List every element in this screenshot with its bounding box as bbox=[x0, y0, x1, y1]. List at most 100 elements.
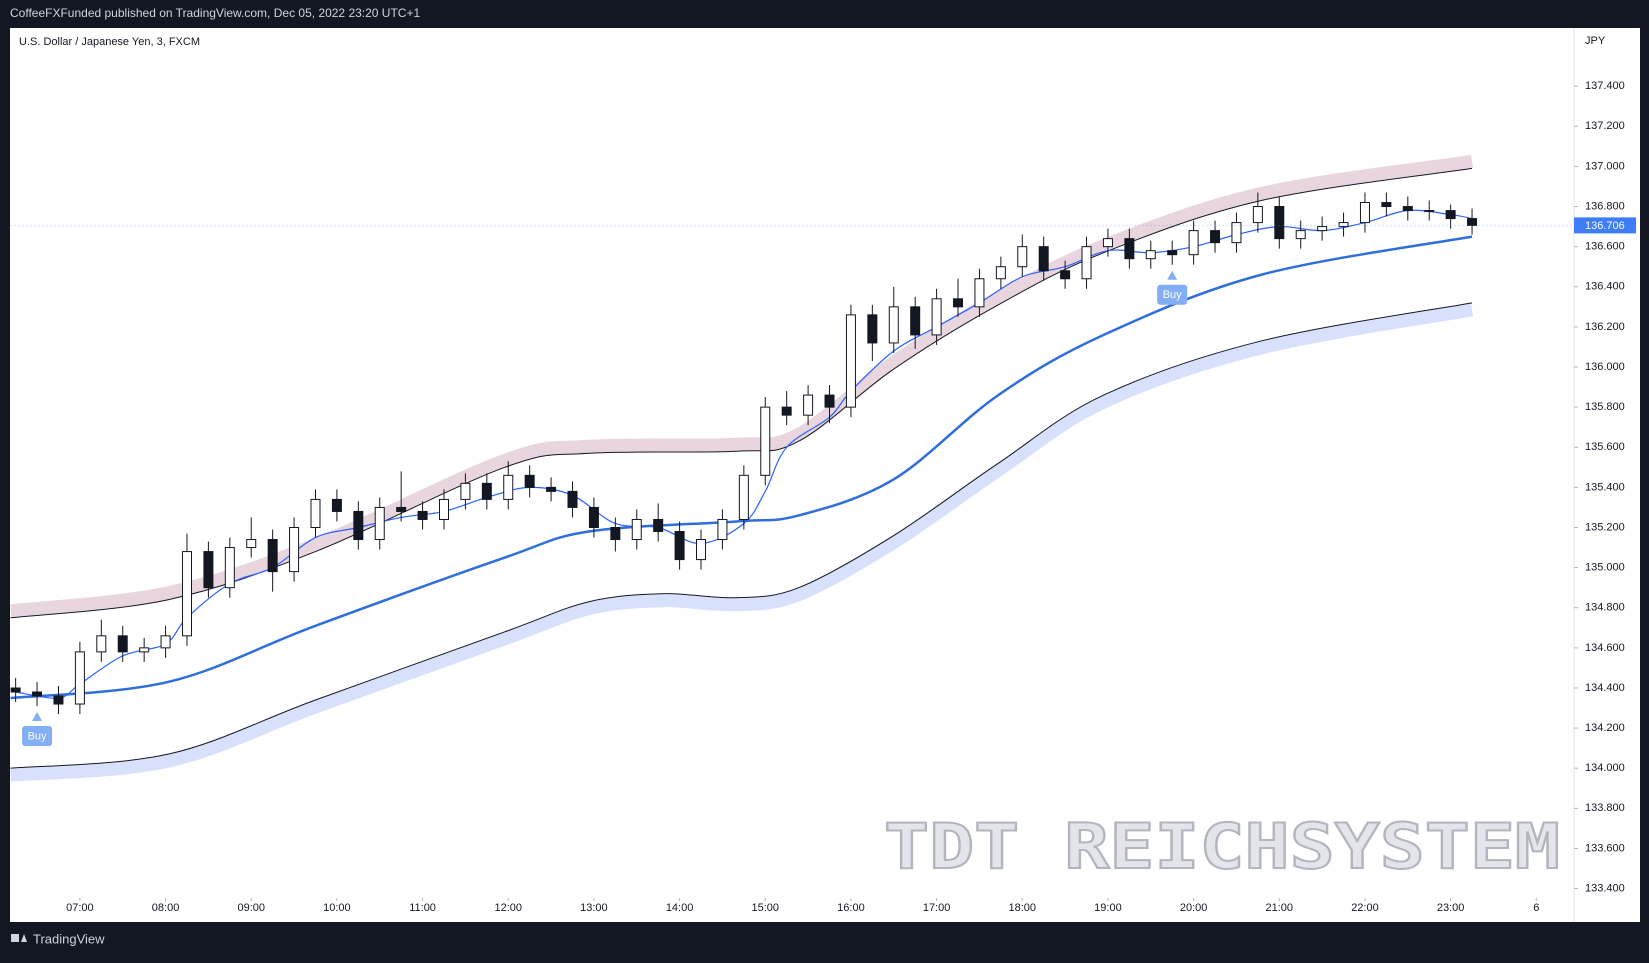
candle-body bbox=[1060, 270, 1071, 280]
candle-body bbox=[396, 506, 407, 512]
x-tick-label: 09:00 bbox=[237, 902, 265, 914]
x-tick-label: 14:00 bbox=[666, 902, 694, 914]
candle-body bbox=[1231, 222, 1242, 244]
last-price-label: 136.706 bbox=[1585, 220, 1625, 232]
indicator-line bbox=[10, 302, 1473, 769]
y-tick-label: 137.000 bbox=[1585, 160, 1625, 172]
y-tick-label: 136.600 bbox=[1585, 241, 1625, 253]
candle-body bbox=[53, 695, 64, 705]
y-tick-label: 133.400 bbox=[1585, 882, 1625, 894]
tradingview-logo bbox=[11, 934, 27, 942]
candle-body bbox=[1102, 238, 1113, 248]
candle-body bbox=[503, 474, 514, 500]
candle-body bbox=[653, 518, 664, 533]
candle-body bbox=[310, 498, 321, 528]
y-tick-label: 134.800 bbox=[1585, 602, 1625, 614]
buy-arrow bbox=[1167, 270, 1178, 280]
y-axis-label: JPY bbox=[1585, 35, 1606, 47]
candle-body bbox=[546, 486, 557, 492]
candle-body bbox=[374, 506, 385, 541]
x-tick-label: 13:00 bbox=[580, 902, 608, 914]
x-tick-label: 08:00 bbox=[152, 902, 180, 914]
candle-body bbox=[1424, 210, 1435, 213]
candle-body bbox=[246, 539, 257, 549]
candle-body bbox=[953, 298, 964, 308]
buy-label-box bbox=[1157, 284, 1188, 305]
candle-body bbox=[181, 551, 192, 637]
candle-body bbox=[995, 266, 1006, 280]
y-tick-label: 134.600 bbox=[1585, 642, 1625, 654]
buy-label-box bbox=[22, 726, 53, 747]
candle-body bbox=[1445, 210, 1456, 220]
y-tick-label: 135.600 bbox=[1585, 441, 1625, 453]
y-tick-label: 134.200 bbox=[1585, 722, 1625, 734]
x-tick-label: 17:00 bbox=[923, 902, 951, 914]
x-tick-label: 22:00 bbox=[1351, 902, 1379, 914]
x-tick-label: 20:00 bbox=[1180, 902, 1208, 914]
candle-body bbox=[910, 306, 921, 336]
candle-body bbox=[32, 691, 43, 697]
candle-body bbox=[139, 647, 150, 653]
candle-body bbox=[460, 482, 471, 500]
candle-body bbox=[1295, 230, 1306, 240]
indicator-line bbox=[10, 235, 1473, 700]
x-tick-label: 23:00 bbox=[1437, 902, 1465, 914]
candle-body bbox=[117, 635, 128, 653]
chart-pane bbox=[10, 28, 1640, 922]
candle-body bbox=[1167, 250, 1178, 256]
x-tick-label: 6 bbox=[1533, 902, 1539, 914]
candle-body bbox=[1359, 202, 1370, 224]
candle-body bbox=[10, 687, 21, 693]
footer: TradingView bbox=[33, 931, 105, 946]
candle-body bbox=[1188, 230, 1199, 256]
candle-body bbox=[845, 314, 856, 408]
candle-body bbox=[331, 498, 342, 512]
x-tick-label: 19:00 bbox=[1094, 902, 1122, 914]
chart-title: U.S. Dollar / Japanese Yen, 3, FXCM bbox=[19, 36, 200, 48]
candle-body bbox=[931, 298, 942, 336]
candle-body bbox=[1124, 238, 1135, 260]
candle-body bbox=[1402, 206, 1413, 212]
candle-body bbox=[1274, 206, 1285, 240]
y-tick-label: 135.800 bbox=[1585, 401, 1625, 413]
x-tick-label: 18:00 bbox=[1009, 902, 1037, 914]
candle-body bbox=[1252, 206, 1263, 224]
candle-body bbox=[738, 474, 749, 520]
y-tick-label: 137.200 bbox=[1585, 120, 1625, 132]
candle-body bbox=[417, 510, 428, 520]
y-tick-label: 137.400 bbox=[1585, 80, 1625, 92]
x-tick-label: 10:00 bbox=[323, 902, 351, 914]
x-tick-label: 21:00 bbox=[1266, 902, 1294, 914]
buy-arrow bbox=[32, 712, 43, 722]
candle-body bbox=[803, 394, 814, 416]
candle-body bbox=[867, 314, 878, 344]
candle-body bbox=[438, 498, 449, 520]
x-tick-label: 15:00 bbox=[751, 902, 779, 914]
candle-body bbox=[160, 635, 171, 649]
x-tick-label: 11:00 bbox=[409, 902, 436, 914]
candle-body bbox=[224, 547, 235, 589]
candle-body bbox=[96, 635, 107, 653]
candle-body bbox=[567, 490, 578, 508]
candle-body bbox=[353, 510, 364, 541]
candle-body bbox=[888, 306, 899, 344]
y-tick-label: 134.000 bbox=[1585, 762, 1625, 774]
y-tick-label: 135.200 bbox=[1585, 521, 1625, 533]
candle-body bbox=[481, 482, 492, 500]
candle-body bbox=[1038, 246, 1049, 272]
y-tick-label: 136.800 bbox=[1585, 200, 1625, 212]
plot: Buy Buy bbox=[10, 154, 1574, 782]
candle-body bbox=[588, 506, 599, 528]
y-tick-label: 133.800 bbox=[1585, 802, 1625, 814]
y-tick-label: 135.000 bbox=[1585, 562, 1625, 574]
candle-body bbox=[1210, 230, 1221, 244]
candle-body bbox=[1338, 222, 1349, 228]
candle-body bbox=[1081, 246, 1092, 280]
band bbox=[10, 303, 1474, 782]
y-tick-label: 135.400 bbox=[1585, 481, 1625, 493]
candle-body bbox=[674, 531, 685, 561]
candle-body bbox=[717, 518, 728, 541]
candle-body bbox=[1317, 226, 1328, 232]
